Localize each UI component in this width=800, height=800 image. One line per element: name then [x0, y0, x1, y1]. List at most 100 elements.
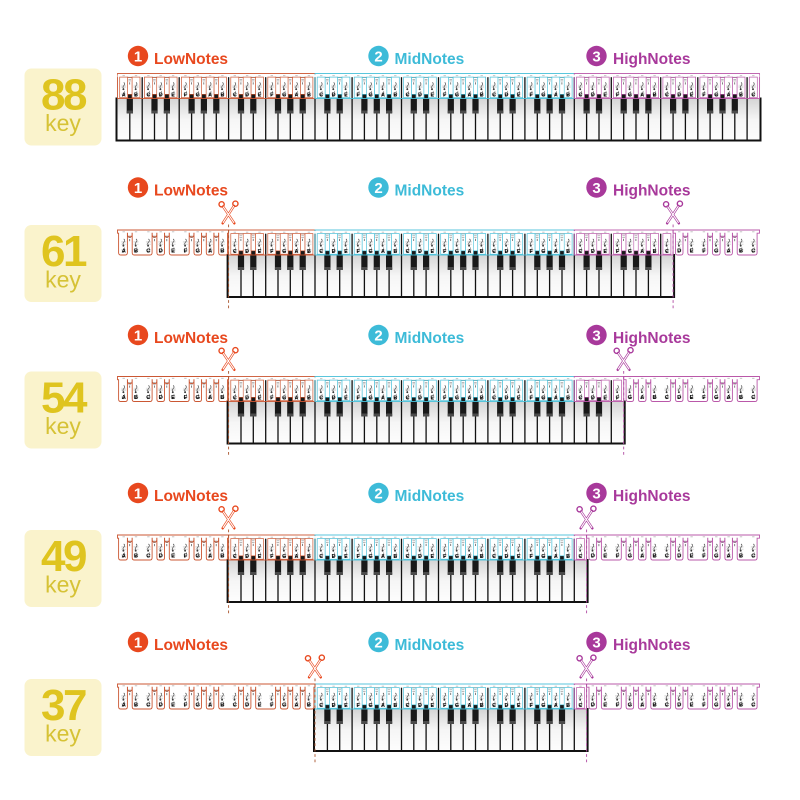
svg-text:F: F [702, 553, 706, 559]
svg-text:A: A [727, 395, 732, 401]
svg-text:A: A [122, 553, 127, 559]
svg-text:D: D [159, 702, 163, 708]
svg-text:B: B [307, 249, 311, 255]
svg-text:D: D [591, 249, 595, 255]
svg-text:A: A [554, 93, 558, 99]
svg-text:E: E [517, 554, 521, 560]
svg-text:D: D [591, 553, 595, 559]
svg-text:G: G [628, 553, 633, 559]
svg-text:54: 54 [41, 374, 88, 423]
svg-text:A: A [295, 249, 299, 255]
svg-text:F: F [529, 249, 533, 255]
svg-text:D: D [504, 396, 508, 402]
svg-text:MidNotes: MidNotes [395, 330, 465, 347]
svg-text:D: D [677, 702, 681, 708]
svg-text:G: G [541, 554, 545, 560]
svg-text:A: A [381, 554, 385, 560]
svg-text:G: G [541, 93, 545, 99]
svg-text:E: E [690, 702, 694, 708]
svg-text:A: A [554, 703, 558, 709]
svg-text:C: C [406, 396, 410, 402]
svg-text:A: A [467, 249, 471, 255]
svg-text:B: B [653, 553, 657, 559]
svg-text:E: E [603, 396, 607, 402]
svg-text:A: A [208, 702, 213, 708]
svg-text:A: A [467, 396, 471, 402]
svg-text:F: F [443, 554, 447, 560]
svg-text:49: 49 [41, 532, 86, 581]
svg-text:A: A [295, 554, 299, 560]
svg-text:G: G [282, 554, 286, 560]
svg-text:E: E [430, 396, 434, 402]
svg-text:A: A [467, 93, 471, 99]
svg-text:D: D [332, 554, 336, 560]
svg-text:F: F [357, 396, 361, 402]
svg-text:F: F [270, 249, 274, 255]
svg-text:E: E [344, 93, 348, 99]
svg-text:C: C [579, 703, 583, 709]
svg-text:A: A [122, 395, 127, 401]
svg-text:A: A [467, 554, 471, 560]
svg-text:C: C [751, 248, 756, 254]
svg-text:C: C [665, 702, 670, 708]
svg-text:E: E [603, 249, 607, 255]
svg-text:F: F [616, 702, 620, 708]
svg-text:D: D [332, 93, 336, 99]
svg-text:C: C [665, 93, 669, 99]
svg-text:G: G [282, 702, 287, 708]
svg-text:B: B [739, 248, 743, 254]
svg-text:B: B [307, 93, 311, 99]
svg-text:F: F [443, 396, 447, 402]
svg-text:F: F [616, 249, 620, 255]
svg-text:B: B [566, 396, 570, 402]
svg-text:F: F [702, 93, 706, 99]
svg-text:G: G [628, 249, 632, 255]
svg-text:A: A [381, 703, 385, 709]
svg-text:F: F [616, 396, 620, 402]
svg-text:B: B [653, 702, 657, 708]
svg-text:C: C [319, 396, 323, 402]
svg-text:B: B [393, 396, 397, 402]
svg-text:G: G [195, 702, 200, 708]
svg-text:3: 3 [592, 180, 600, 197]
svg-text:C: C [751, 395, 756, 401]
svg-text:F: F [529, 703, 533, 709]
svg-text:B: B [220, 553, 224, 559]
svg-text:B: B [220, 248, 224, 254]
svg-text:3: 3 [592, 48, 600, 65]
svg-text:A: A [122, 248, 127, 254]
svg-text:B: B [480, 93, 484, 99]
svg-text:3: 3 [592, 485, 600, 502]
svg-text:B: B [480, 703, 484, 709]
svg-text:61: 61 [41, 227, 87, 276]
svg-text:C: C [751, 93, 755, 99]
svg-text:D: D [245, 554, 249, 560]
svg-text:key: key [45, 413, 81, 439]
svg-text:D: D [332, 396, 336, 402]
svg-text:E: E [517, 703, 521, 709]
svg-text:B: B [566, 93, 570, 99]
svg-text:D: D [591, 702, 595, 708]
svg-text:E: E [258, 249, 262, 255]
svg-text:E: E [344, 554, 348, 560]
svg-text:G: G [455, 703, 459, 709]
svg-text:C: C [319, 93, 323, 99]
svg-text:F: F [270, 396, 274, 402]
svg-text:HighNotes: HighNotes [613, 51, 691, 68]
svg-text:LowNotes: LowNotes [154, 51, 228, 68]
svg-text:C: C [146, 248, 151, 254]
svg-text:G: G [714, 553, 719, 559]
svg-text:D: D [418, 93, 422, 99]
svg-text:E: E [171, 395, 175, 401]
svg-text:D: D [245, 249, 249, 255]
svg-text:A: A [381, 93, 385, 99]
svg-text:C: C [233, 93, 237, 99]
svg-text:B: B [480, 554, 484, 560]
svg-text:1: 1 [134, 327, 142, 344]
svg-text:D: D [677, 248, 681, 254]
svg-text:A: A [381, 396, 385, 402]
svg-text:E: E [344, 396, 348, 402]
svg-text:F: F [616, 553, 620, 559]
svg-text:B: B [307, 554, 311, 560]
svg-text:C: C [492, 554, 496, 560]
